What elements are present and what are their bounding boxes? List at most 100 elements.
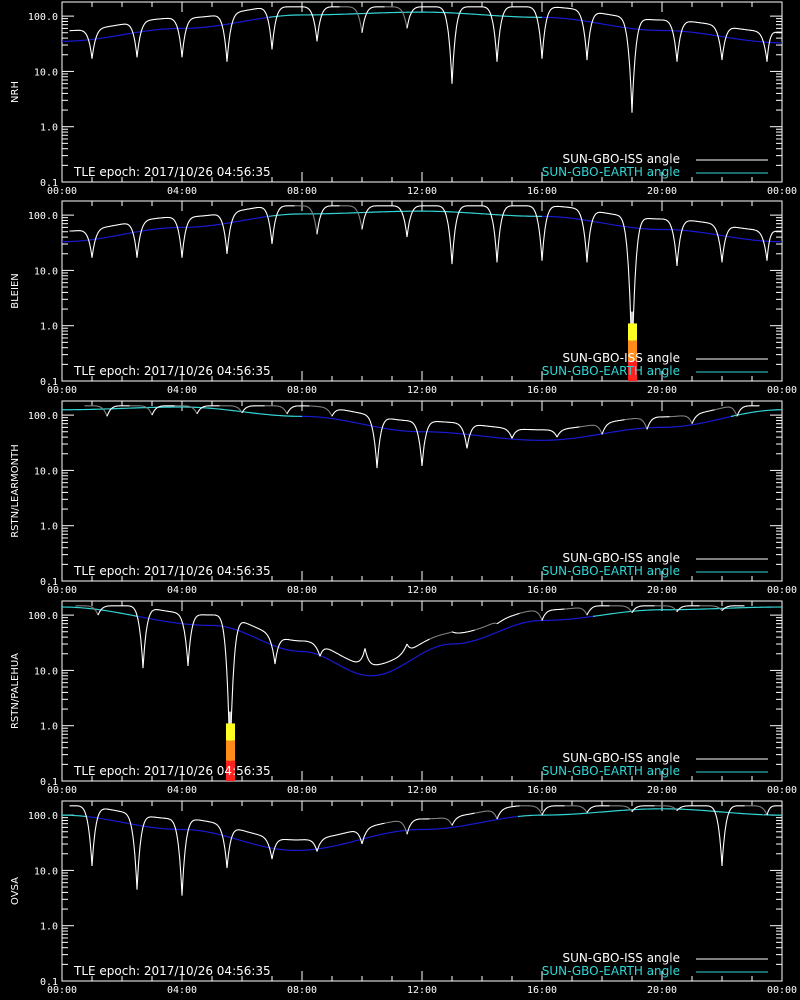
earth-angle-segment (388, 831, 393, 834)
iss-angle-segment (579, 424, 603, 435)
iss-angle-segment (114, 23, 138, 58)
iss-angle-segment (361, 822, 385, 845)
iss-angle-segment (511, 428, 535, 439)
earth-angle-segment (526, 620, 531, 623)
earth-angle-segment (415, 654, 420, 658)
iss-angle-segment (496, 6, 520, 62)
earth-angle-segment (346, 841, 351, 844)
earth-angle-segment (394, 667, 399, 670)
earth-angle-segment (604, 23, 609, 26)
earth-angle-segment (259, 639, 264, 642)
earth-angle-segment (151, 618, 156, 621)
station-label: RSTN/LEARMONTH (10, 444, 21, 538)
earth-angle-segment (247, 19, 252, 22)
earth-angle-segment (325, 657, 330, 661)
x-tick-label: 00:00 (47, 985, 77, 996)
earth-angle-segment (250, 842, 255, 845)
iss-angle-segment (75, 605, 99, 616)
iss-angle-segment (406, 205, 430, 238)
x-tick-label: 20:00 (647, 585, 677, 596)
earth-angle-segment (487, 634, 492, 637)
earth-angle-segment (745, 412, 750, 414)
y-tick-label: 0.1 (40, 577, 58, 588)
earth-angle-segment (241, 840, 246, 843)
x-tick-label: 20:00 (647, 985, 677, 996)
earth-angle-segment (343, 667, 348, 670)
panel-2: 0.1 1.0 10.0 100.0 00:00 04:00 08:00 12:00 16:00… (10, 400, 797, 596)
earth-angle-segment (706, 420, 711, 423)
earth-angle-segment (349, 670, 354, 673)
iss-angle-segment (676, 805, 700, 812)
curves (62, 405, 782, 469)
iss-angle-segment (556, 426, 580, 438)
iss-angle-segment (631, 19, 655, 113)
iss-angle-segment (654, 19, 678, 62)
earth-angle-segment (127, 613, 132, 616)
iss-angle-segment (676, 220, 700, 267)
earth-angle-segment (463, 641, 468, 644)
earth-angle-segment (130, 823, 135, 826)
interference-bar-high (226, 723, 235, 741)
earth-angle-segment (112, 611, 117, 613)
iss-angle-segment (204, 15, 228, 62)
earth-angle-segment (349, 421, 354, 423)
tle-epoch-annotation: TLE epoch: 2017/10/26 04:56:35 (73, 165, 271, 179)
earth-angle-segment (709, 420, 714, 422)
x-tick-label: 08:00 (287, 985, 317, 996)
earth-angle-segment (712, 419, 717, 422)
x-tick-label: 00:00 (767, 785, 797, 796)
x-tick-label: 00:00 (47, 785, 77, 796)
iss-angle-segment (142, 609, 166, 669)
iss-angle-segment (165, 610, 189, 667)
y-tick-label: 1.0 (40, 322, 58, 333)
iss-angle-segment (219, 405, 243, 414)
earth-angle-segment (322, 847, 327, 849)
earth-angle-segment (139, 616, 144, 618)
earth-angle-segment (463, 824, 468, 827)
earth-angle-segment (364, 837, 369, 839)
earth-angle-segment (520, 622, 525, 625)
earth-angle-segment (697, 422, 702, 425)
earth-angle-segment (136, 824, 141, 827)
iss-angle-segment (271, 838, 295, 860)
earth-angle-segment (406, 660, 411, 664)
earth-angle-segment (469, 823, 474, 826)
iss-angle-segment (714, 406, 738, 417)
x-tick-label: 00:00 (767, 385, 797, 396)
station-label: RSTN/PALEHUA (10, 653, 21, 729)
earth-angle-segment (256, 844, 261, 847)
earth-angle-segment (241, 631, 246, 634)
earth-angle-segment (367, 836, 372, 839)
earth-angle-segment (238, 220, 243, 222)
iss-angle-segment (586, 211, 610, 263)
earth-angle-segment (721, 417, 726, 420)
iss-angle-segment (69, 29, 93, 59)
earth-angle-segment (280, 647, 285, 650)
iss-angle-segment (766, 230, 782, 261)
y-tick-label: 0.1 (40, 977, 58, 988)
earth-angle-segment (346, 420, 351, 423)
curves (62, 605, 782, 765)
earth-angle-segment (397, 665, 402, 669)
earth-angle-segment (214, 832, 219, 835)
iss-angle-segment (654, 218, 678, 267)
iss-angle-segment (376, 418, 400, 469)
iss-angle-segment (271, 6, 295, 50)
earth-angle-segment (250, 217, 255, 220)
iss-angle-segment (181, 819, 205, 896)
earth-angle-segment (370, 835, 375, 838)
earth-angle-segment (337, 663, 342, 667)
iss-angle-segment (691, 409, 715, 424)
iss-angle-segment (429, 631, 453, 640)
earth-angle-segment (202, 830, 207, 833)
iss-angle-segment (187, 614, 209, 667)
iss-angle-segment (204, 214, 228, 254)
earth-angle-segment (238, 839, 243, 842)
earth-angle-segment (391, 831, 396, 833)
iss-angle-segment (699, 22, 723, 61)
earth-angle-segment (106, 236, 111, 238)
earth-angle-segment (475, 638, 480, 641)
earth-angle-segment (496, 818, 501, 821)
x-tick-label: 16:00 (527, 385, 557, 396)
interference-bar-low (226, 760, 235, 781)
